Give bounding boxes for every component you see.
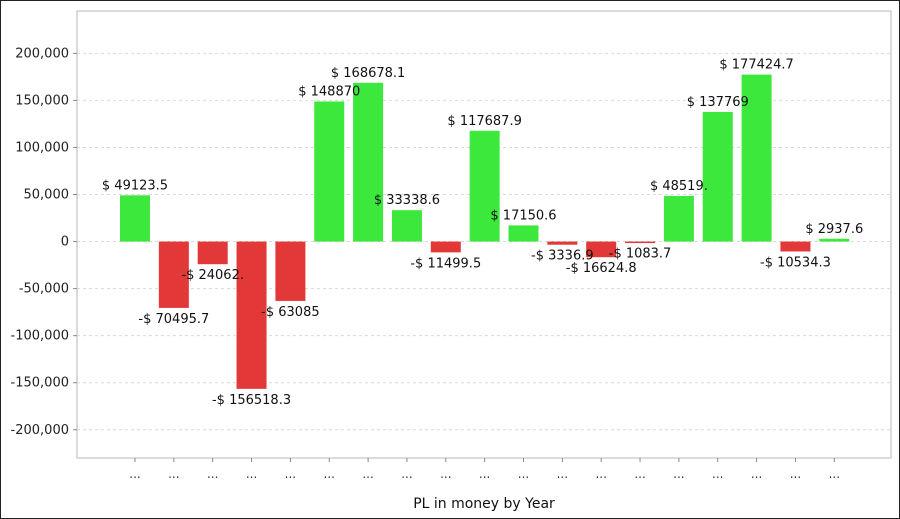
x-tick-label: ... — [207, 467, 218, 481]
x-tick-label: ... — [285, 467, 296, 481]
x-tick-label: ... — [673, 467, 684, 481]
x-tick-label: ... — [479, 467, 490, 481]
bar — [625, 241, 656, 244]
data-label: $ 49123.5 — [102, 178, 168, 193]
bar — [236, 241, 267, 389]
x-tick-label: ... — [712, 467, 723, 481]
x-tick-label: ... — [168, 467, 179, 481]
x-tick-label: ... — [790, 467, 801, 481]
x-tick-label: ... — [829, 467, 840, 481]
x-tick-label: ... — [634, 467, 645, 481]
y-tick-label: -100,000 — [11, 329, 69, 344]
bar — [663, 195, 694, 242]
x-tick-label: ... — [751, 467, 762, 481]
data-label: -$ 3336.9 — [531, 249, 594, 264]
data-label: -$ 24062. — [181, 268, 244, 283]
data-label: -$ 10534.3 — [760, 255, 831, 270]
y-tick-label: 100,000 — [15, 140, 69, 155]
data-label: $ 17150.6 — [490, 208, 556, 223]
bar — [197, 241, 228, 265]
bar — [120, 195, 150, 242]
bar — [391, 210, 422, 242]
y-tick-label: 200,000 — [15, 46, 69, 61]
data-label: -$ 70495.7 — [138, 312, 209, 327]
data-label: -$ 16624.8 — [566, 261, 637, 276]
bar — [508, 225, 539, 242]
bar — [586, 241, 617, 258]
x-tick-label: ... — [557, 467, 568, 481]
data-label: -$ 156518.3 — [212, 393, 291, 408]
data-label: $ 177424.7 — [719, 58, 793, 73]
bar — [275, 241, 306, 301]
x-tick-label: ... — [246, 467, 257, 481]
data-label: -$ 63085 — [261, 305, 319, 320]
bar — [780, 241, 811, 252]
y-tick-label: 50,000 — [24, 188, 70, 203]
y-tick-label: -150,000 — [11, 376, 69, 391]
x-tick-label: ... — [595, 467, 606, 481]
y-tick-label: 0 — [61, 235, 69, 250]
y-tick-label: -200,000 — [11, 423, 69, 438]
bar — [353, 82, 384, 242]
data-label: -$ 1083.7 — [609, 247, 672, 262]
data-label: $ 48519. — [650, 179, 708, 194]
bar — [430, 241, 461, 253]
data-labels: $ 49123.5 -$ 70495.7 -$ 24062. -$ 156518.3 -… — [102, 58, 863, 408]
data-label: $ 33338.6 — [374, 193, 440, 208]
bar — [158, 241, 189, 308]
bar — [469, 130, 500, 242]
x-tick-label: ... — [518, 467, 529, 481]
data-label: $ 137769 — [687, 95, 749, 110]
x-tick-label: ... — [401, 467, 412, 481]
x-axis-title: PL in money by Year — [413, 496, 555, 512]
bars — [120, 74, 850, 389]
y-axis-ticks: 200,000 150,000 100,000 50,000 0 -50,000 -100,… — [11, 46, 77, 438]
bar — [819, 238, 850, 242]
x-axis-ticks: ........................................… — [129, 458, 840, 481]
data-label: $ 117687.9 — [447, 114, 521, 129]
data-label: -$ 11499.5 — [410, 256, 481, 271]
y-tick-label: 150,000 — [15, 93, 69, 108]
bar — [547, 241, 578, 245]
data-label: $ 2937.6 — [805, 222, 863, 237]
data-label: $ 168678.1 — [331, 66, 405, 81]
y-tick-label: -50,000 — [19, 282, 69, 297]
bar — [314, 101, 345, 242]
x-tick-label: ... — [129, 467, 140, 481]
data-label: $ 148870 — [298, 84, 360, 99]
bar — [702, 111, 733, 242]
x-tick-label: ... — [324, 467, 335, 481]
bar — [741, 74, 772, 242]
x-tick-label: ... — [362, 467, 373, 481]
x-tick-label: ... — [440, 467, 451, 481]
